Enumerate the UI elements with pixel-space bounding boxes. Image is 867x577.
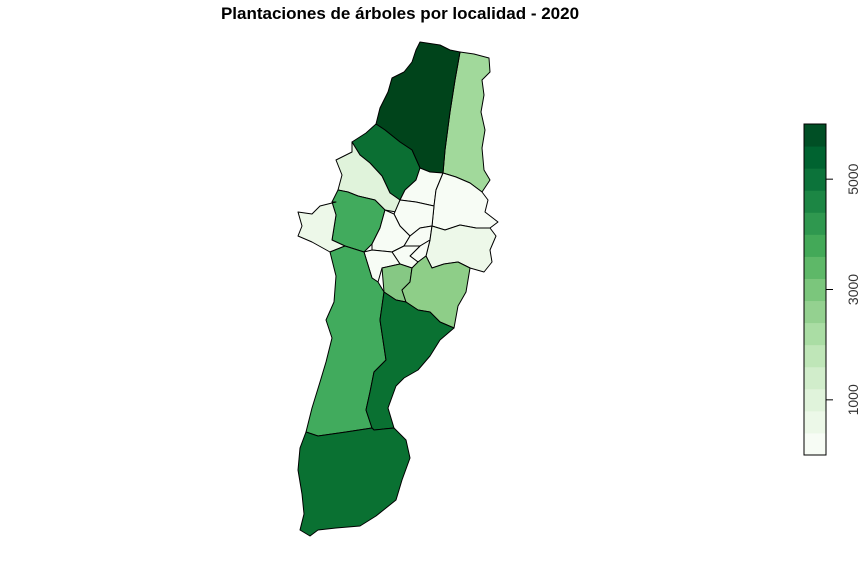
legend-color-step bbox=[804, 300, 826, 324]
legend-color-step bbox=[804, 190, 826, 213]
region-usme bbox=[365, 291, 455, 431]
legend-color-step bbox=[804, 432, 826, 456]
legend-color-step bbox=[804, 388, 826, 412]
legend-color-step bbox=[804, 168, 826, 191]
legend-color-step bbox=[804, 256, 826, 279]
legend-tick-label: 5000 bbox=[845, 163, 861, 194]
legend-ticks: 1000 3000 5000 bbox=[826, 163, 861, 415]
legend-color-step bbox=[804, 146, 826, 169]
map-title: Plantaciones de árboles por localidad - … bbox=[220, 4, 580, 23]
region-bosa bbox=[297, 201, 346, 253]
legend-color-step bbox=[804, 212, 826, 235]
legend-color-step bbox=[804, 124, 826, 147]
legend-color-step bbox=[804, 344, 826, 368]
legend-color-step bbox=[804, 322, 826, 346]
legend-tick-label: 3000 bbox=[845, 274, 861, 305]
legend-color-step bbox=[804, 278, 826, 302]
legend-color-step bbox=[804, 366, 826, 390]
legend-color-step bbox=[804, 410, 826, 434]
region-sumapaz bbox=[297, 427, 411, 537]
legend-tick-label: 1000 bbox=[845, 384, 861, 415]
legend-colorbar bbox=[804, 124, 826, 456]
legend-color-step bbox=[804, 234, 826, 257]
